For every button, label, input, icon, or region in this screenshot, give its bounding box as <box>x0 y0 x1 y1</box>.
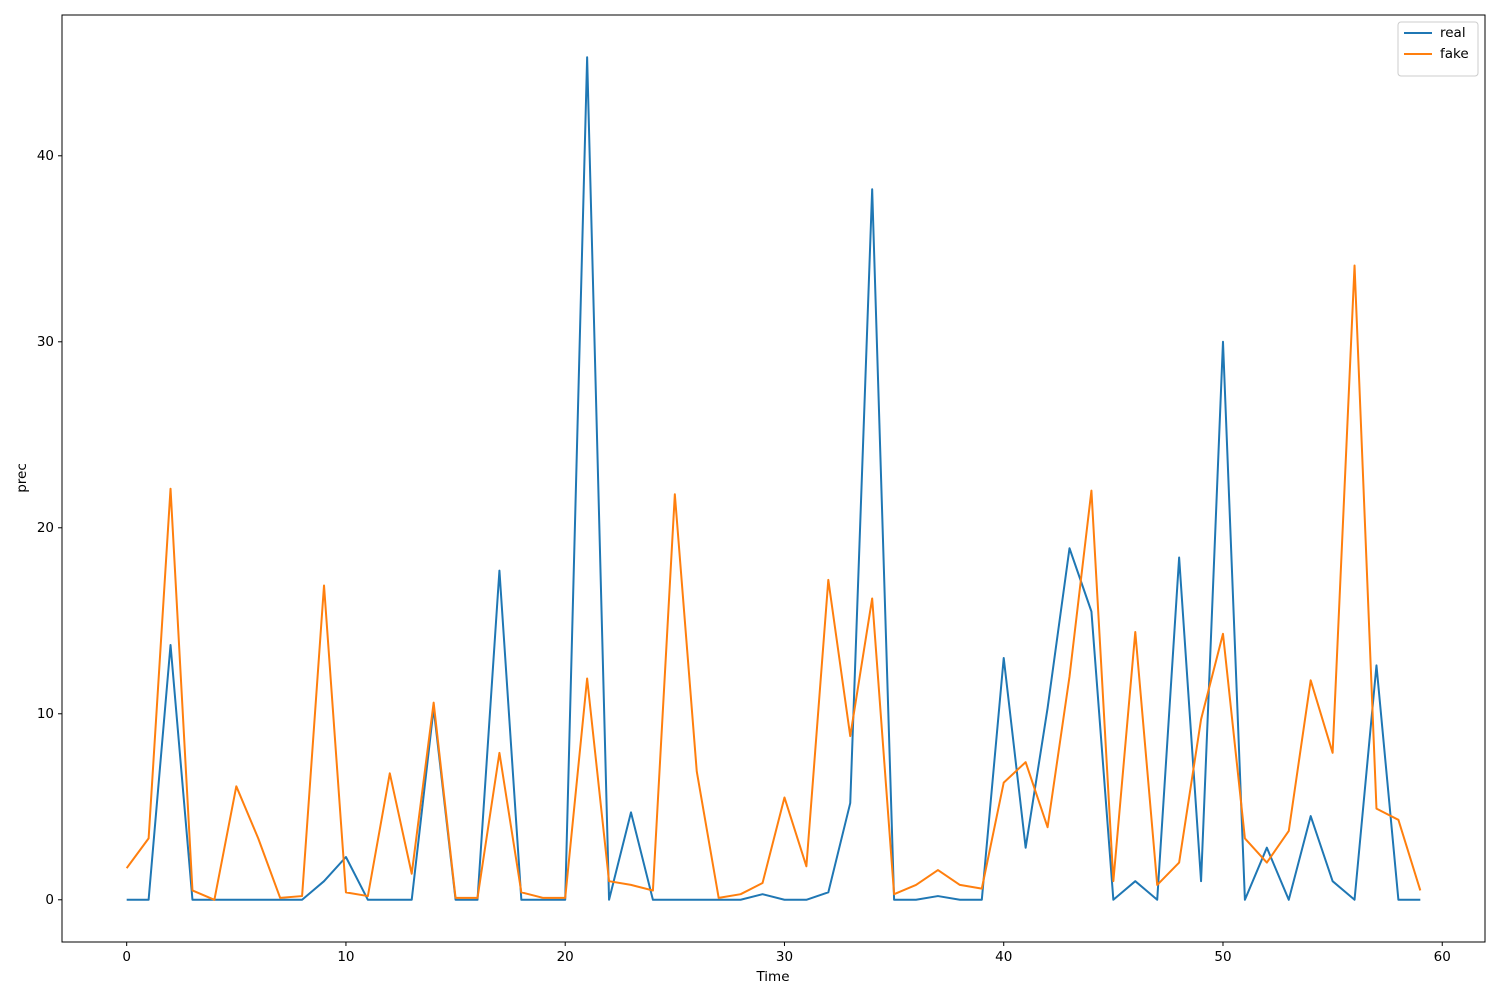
x-tick-label: 20 <box>557 949 574 965</box>
y-axis-label: prec <box>14 463 30 493</box>
y-tick-label: 20 <box>37 520 54 536</box>
legend-box <box>1397 21 1479 77</box>
x-tick-label: 10 <box>337 949 354 965</box>
y-tick-label: 30 <box>37 334 54 350</box>
x-tick-label: 50 <box>1214 949 1231 965</box>
x-tick-label: 60 <box>1434 949 1451 965</box>
line-series <box>125 264 1422 901</box>
legend-label: real <box>1440 25 1466 41</box>
y-tick-label: 10 <box>37 706 54 722</box>
line-series <box>126 56 1421 901</box>
y-tick-label: 40 <box>37 148 54 164</box>
plot-frame <box>61 14 1486 943</box>
x-tick-label: 30 <box>776 949 793 965</box>
y-tick-label: 0 <box>45 892 54 908</box>
x-tick-label: 0 <box>122 949 131 965</box>
x-axis-label: Time <box>755 969 789 985</box>
x-tick-label: 40 <box>995 949 1012 965</box>
legend-label: fake <box>1440 46 1469 62</box>
